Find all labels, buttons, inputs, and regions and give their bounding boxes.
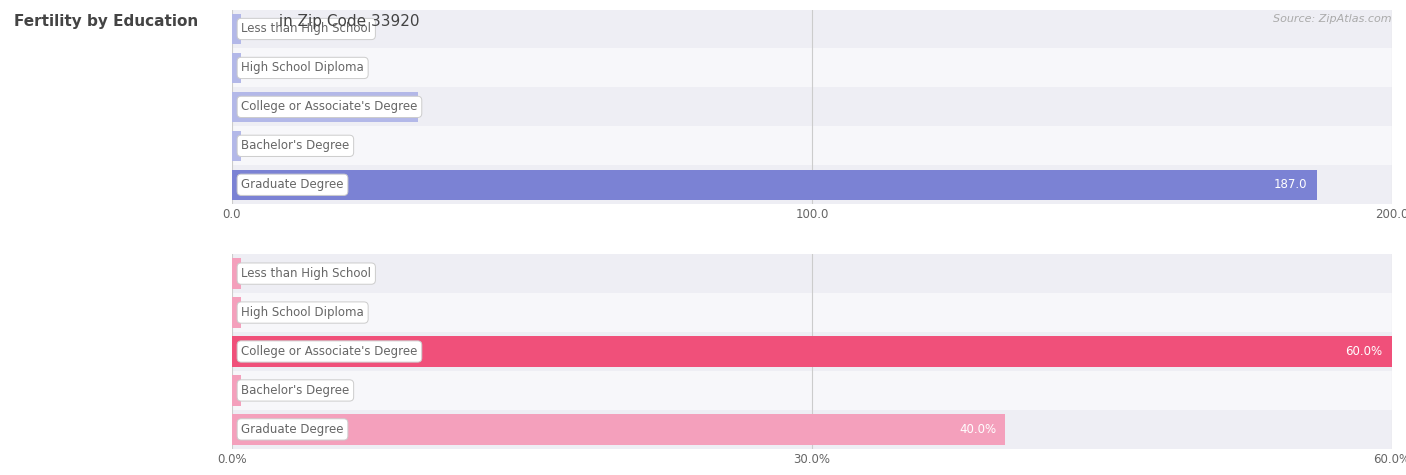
Text: Source: ZipAtlas.com: Source: ZipAtlas.com bbox=[1274, 14, 1392, 24]
Text: High School Diploma: High School Diploma bbox=[242, 61, 364, 75]
Bar bbox=[232, 332, 1392, 371]
Bar bbox=[232, 375, 242, 406]
Text: College or Associate's Degree: College or Associate's Degree bbox=[242, 345, 418, 358]
Bar bbox=[232, 48, 1392, 87]
Bar bbox=[232, 293, 1392, 332]
Bar bbox=[232, 371, 1392, 410]
Text: Graduate Degree: Graduate Degree bbox=[242, 178, 344, 191]
Bar bbox=[232, 126, 1392, 165]
Bar bbox=[232, 10, 1392, 48]
Text: Graduate Degree: Graduate Degree bbox=[242, 423, 344, 436]
Bar bbox=[232, 92, 418, 122]
Text: Bachelor's Degree: Bachelor's Degree bbox=[242, 139, 350, 152]
Text: 0.0%: 0.0% bbox=[250, 306, 280, 319]
Text: Less than High School: Less than High School bbox=[242, 22, 371, 36]
Text: College or Associate's Degree: College or Associate's Degree bbox=[242, 100, 418, 114]
Text: High School Diploma: High School Diploma bbox=[242, 306, 364, 319]
Bar bbox=[232, 131, 242, 161]
Text: in Zip Code 33920: in Zip Code 33920 bbox=[274, 14, 419, 29]
Text: Fertility by Education: Fertility by Education bbox=[14, 14, 198, 29]
Text: 60.0%: 60.0% bbox=[1346, 345, 1382, 358]
Bar bbox=[232, 336, 1392, 367]
Bar bbox=[232, 258, 242, 289]
Bar bbox=[232, 53, 242, 83]
Bar bbox=[232, 297, 242, 328]
Text: 0.0: 0.0 bbox=[250, 139, 269, 152]
Text: 32.0: 32.0 bbox=[382, 100, 408, 114]
Text: 0.0%: 0.0% bbox=[250, 267, 280, 280]
Bar bbox=[232, 410, 1392, 449]
Text: Less than High School: Less than High School bbox=[242, 267, 371, 280]
Bar bbox=[232, 414, 1005, 445]
Text: Bachelor's Degree: Bachelor's Degree bbox=[242, 384, 350, 397]
Bar bbox=[232, 254, 1392, 293]
Text: 187.0: 187.0 bbox=[1274, 178, 1308, 191]
Text: 40.0%: 40.0% bbox=[959, 423, 995, 436]
Bar bbox=[232, 87, 1392, 126]
Bar bbox=[232, 165, 1392, 204]
Text: 0.0%: 0.0% bbox=[250, 384, 280, 397]
Text: 0.0: 0.0 bbox=[250, 61, 269, 75]
Text: 0.0: 0.0 bbox=[250, 22, 269, 36]
Bar bbox=[232, 14, 242, 44]
Bar bbox=[232, 170, 1316, 200]
